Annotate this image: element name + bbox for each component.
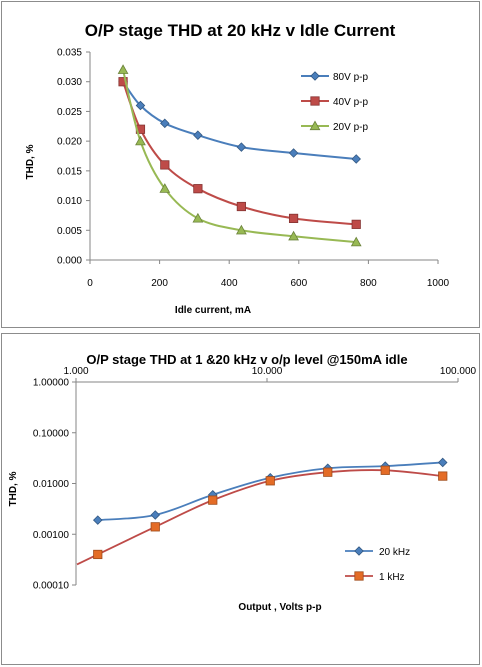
chart2-legend-label: 20 kHz	[379, 547, 410, 558]
chart1-x-tick-label: 800	[360, 278, 377, 289]
chart1-legend-marker	[310, 96, 320, 106]
chart1-data-point	[117, 64, 129, 74]
chart1-data-point	[235, 224, 247, 235]
chart2-legend-marker	[354, 546, 364, 556]
chart2-data-point	[438, 471, 448, 481]
chart2-data-point	[150, 510, 161, 520]
chart1-y-tick-label: 0.035	[57, 48, 82, 59]
chart1-data-point	[351, 154, 361, 164]
chart1-legend-label: 80V p-p	[333, 72, 368, 83]
chart2-axes: 0.00010 0.00100 0.01000 0.10000 1.000001.000…	[33, 366, 477, 592]
chart2-data-point	[208, 495, 218, 505]
chart1-y-tick-label: 0.025	[57, 107, 82, 118]
chart2-y-tick-label: 0.01000	[33, 479, 70, 490]
chart1-x-tick-label: 200	[151, 278, 168, 289]
chart2-x-axis-label: Output , Volts p-p	[238, 602, 321, 613]
chart2-y-tick-label: 1.00000	[33, 378, 70, 389]
chart2-legend-label: 1 kHz	[379, 572, 405, 583]
chart1-data-point	[236, 201, 246, 212]
chart1-data-point	[351, 219, 361, 229]
chart1-y-tick-label: 0.020	[57, 137, 82, 148]
chart1-legend-label: 40V p-p	[333, 97, 368, 108]
chart1-y-tick-label: 0.015	[57, 166, 82, 177]
chart2-data-point	[150, 522, 160, 532]
chart2-x-tick-label: 1.000	[63, 366, 88, 377]
chart1-x-axis-label: Idle current, mA	[175, 305, 251, 316]
chart2-data-point	[92, 515, 103, 525]
chart1-legend-marker	[309, 120, 321, 131]
chart1-legend: 80V p-p 40V p-p 20V p-p	[301, 71, 368, 133]
chart2-data-point	[437, 457, 448, 468]
chart2-legend-entry: 1 kHz	[345, 571, 405, 583]
chart1-series-3	[117, 64, 362, 247]
chart1-title: O/P stage THD at 20 kHz v Idle Current	[85, 21, 396, 40]
chart2-plot-area	[76, 457, 448, 566]
chart2-y-tick-label: 0.00100	[33, 530, 70, 541]
chart1-y-tick-label: 0.000	[57, 256, 82, 267]
chart1-y-axis-label: THD, %	[25, 144, 36, 179]
chart2-series-1	[92, 457, 448, 525]
chart1-x-tick-label: 600	[290, 278, 307, 289]
chart-panel-idle-current: O/P stage THD at 20 kHz v Idle Current I…	[1, 1, 480, 328]
chart1-data-point	[288, 230, 299, 241]
chart1-series-2	[118, 77, 361, 229]
chart1-data-point	[160, 160, 170, 170]
chart1-plot-area	[117, 64, 362, 247]
chart2-data-point	[323, 467, 333, 477]
chart1-axes: 0.000 0.005 0.010 0.015 0.020 0.025 0.030 0.035…	[57, 48, 450, 290]
chart-panel-output-level: O/P stage THD at 1 &20 kHz v o/p level @…	[1, 333, 480, 665]
chart2-data-point	[93, 549, 103, 560]
chart1-legend-entry: 20V p-p	[301, 120, 368, 133]
chart1-legend-label: 20V p-p	[333, 122, 368, 133]
chart2-legend: 20 kHz 1 kHz	[345, 546, 410, 583]
chart1-data-point	[159, 183, 171, 193]
chart1-data-point	[350, 236, 362, 247]
thd-vs-output-level-chart: O/P stage THD at 1 &20 kHz v o/p level @…	[8, 352, 477, 613]
chart2-y-tick-label: 0.00010	[33, 581, 70, 592]
chart2-series-2	[76, 465, 448, 566]
chart1-data-point	[118, 77, 128, 87]
chart1-data-point	[193, 130, 203, 140]
chart1-data-point	[236, 142, 247, 152]
chart1-data-point	[288, 213, 299, 223]
chart1-data-point	[160, 118, 170, 129]
chart2-y-axis-label: THD, %	[8, 471, 19, 506]
thd-vs-idle-current-chart: O/P stage THD at 20 kHz v Idle Current I…	[25, 21, 450, 316]
chart2-title: O/P stage THD at 1 &20 kHz v o/p level @…	[86, 352, 407, 367]
chart1-y-tick-label: 0.005	[57, 226, 82, 237]
chart2-x-tick-label: 100.000	[440, 366, 477, 377]
chart2-data-point	[265, 476, 275, 486]
chart1-data-point	[192, 212, 204, 223]
chart1-legend-marker	[310, 71, 320, 81]
chart1-data-point	[135, 100, 146, 111]
chart1-y-tick-label: 0.010	[57, 196, 82, 207]
chart2-legend-marker	[354, 571, 364, 581]
chart2-data-point	[380, 465, 390, 475]
chart1-x-tick-label: 1000	[427, 278, 450, 289]
chart2-y-tick-label: 0.10000	[33, 428, 70, 439]
chart1-x-tick-label: 400	[221, 278, 238, 289]
chart1-legend-entry: 80V p-p	[301, 71, 368, 83]
chart1-y-tick-label: 0.030	[57, 77, 82, 88]
chart2-x-tick-label: 10.000	[252, 366, 283, 377]
chart1-data-point	[288, 148, 299, 158]
chart2-legend-entry: 20 kHz	[345, 546, 410, 558]
chart1-data-point	[193, 184, 203, 194]
chart1-x-tick-label: 0	[87, 278, 93, 289]
chart1-data-point	[135, 135, 146, 146]
chart1-series-1	[118, 76, 361, 164]
chart1-legend-entry: 40V p-p	[301, 96, 368, 108]
